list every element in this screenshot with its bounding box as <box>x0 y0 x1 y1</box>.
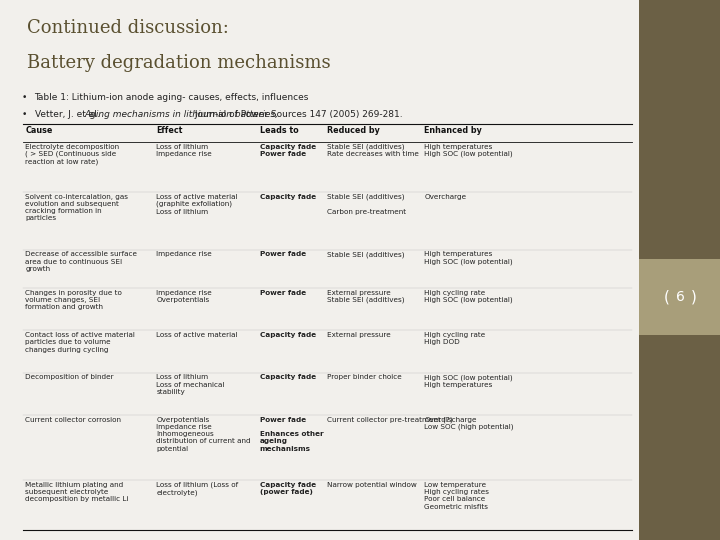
Text: Capacity fade
(power fade): Capacity fade (power fade) <box>260 482 316 495</box>
Text: Table 1: Lithium-ion anode aging- causes, effects, influences: Table 1: Lithium-ion anode aging- causes… <box>35 93 309 102</box>
Text: Capacity fade: Capacity fade <box>260 194 316 200</box>
Text: Cause: Cause <box>25 126 53 136</box>
Text: High cycling rate
High SOC (low potential): High cycling rate High SOC (low potentia… <box>424 290 513 303</box>
Text: Overcharge: Overcharge <box>424 194 467 200</box>
Bar <box>639 259 720 335</box>
Text: Changes in porosity due to
volume changes, SEI
formation and growth: Changes in porosity due to volume change… <box>25 290 122 310</box>
Text: Stable SEI (additives)

Carbon pre-treatment: Stable SEI (additives) Carbon pre-treatm… <box>327 194 406 214</box>
Text: Power fade

Enhances other
ageing
mechanisms: Power fade Enhances other ageing mechani… <box>260 416 323 451</box>
Text: External pressure: External pressure <box>327 332 390 338</box>
Text: Power fade: Power fade <box>260 290 306 296</box>
Text: Metallic lithium plating and
subsequent electrolyte
decomposition by metallic Li: Metallic lithium plating and subsequent … <box>25 482 129 502</box>
Text: Low temperature
High cycling rates
Poor cell balance
Geometric misfits: Low temperature High cycling rates Poor … <box>424 482 489 510</box>
Text: External pressure
Stable SEI (additives): External pressure Stable SEI (additives) <box>327 290 404 303</box>
Text: Proper binder choice: Proper binder choice <box>327 374 402 380</box>
Text: Contact loss of active material
particles due to volume
changes during cycling: Contact loss of active material particle… <box>25 332 135 353</box>
Text: Decomposition of binder: Decomposition of binder <box>25 374 114 380</box>
Text: Vetter, J. et al.: Vetter, J. et al. <box>35 110 102 119</box>
Text: Narrow potential window: Narrow potential window <box>327 482 416 488</box>
Text: Continued discussion:: Continued discussion: <box>27 19 229 37</box>
Text: Impedance rise
Overpotentials: Impedance rise Overpotentials <box>156 290 212 303</box>
Text: Electrolyte decomposition
( > SED (Continuous side
reaction at low rate): Electrolyte decomposition ( > SED (Conti… <box>25 144 120 165</box>
Text: Current collector pre-treatment (?): Current collector pre-treatment (?) <box>327 416 452 423</box>
Text: Impedance rise: Impedance rise <box>156 251 212 257</box>
Text: Reduced by: Reduced by <box>327 126 379 136</box>
Text: Decrease of accessible surface
area due to continuous SEI
growth: Decrease of accessible surface area due … <box>25 251 138 272</box>
Text: Stable SEI (additives)
Rate decreases with time: Stable SEI (additives) Rate decreases wi… <box>327 144 418 157</box>
Text: Enhanced by: Enhanced by <box>424 126 482 136</box>
Text: High temperatures
High SOC (low potential): High temperatures High SOC (low potentia… <box>424 251 513 265</box>
Text: Aging mechanisms in lithium-ion batteries,: Aging mechanisms in lithium-ion batterie… <box>84 110 279 119</box>
Text: Current collector corrosion: Current collector corrosion <box>25 416 121 423</box>
Text: Loss of active material
(graphite exfoliation)
Loss of lithium: Loss of active material (graphite exfoli… <box>156 194 238 214</box>
Text: Leads to: Leads to <box>260 126 298 136</box>
Text: High SOC (low potential)
High temperatures: High SOC (low potential) High temperatur… <box>424 374 513 388</box>
Text: High cycling rate
High DOD: High cycling rate High DOD <box>424 332 485 345</box>
Text: Overdischarge
Low SOC (high potential): Overdischarge Low SOC (high potential) <box>424 416 513 430</box>
Text: Solvent co-intercalation, gas
evolution and subsequent
cracking formation in
par: Solvent co-intercalation, gas evolution … <box>25 194 128 221</box>
Text: •: • <box>22 93 27 102</box>
Text: (: ( <box>664 289 670 305</box>
Text: Battery degradation mechanisms: Battery degradation mechanisms <box>27 54 331 72</box>
Text: Stable SEI (additives): Stable SEI (additives) <box>327 251 404 258</box>
Bar <box>639 0 720 540</box>
Text: Capacity fade: Capacity fade <box>260 374 316 380</box>
Text: Journal of Power Sources 147 (2005) 269-281.: Journal of Power Sources 147 (2005) 269-… <box>192 110 402 119</box>
Text: Loss of lithium (Loss of
electrolyte): Loss of lithium (Loss of electrolyte) <box>156 482 238 496</box>
Text: Capacity fade: Capacity fade <box>260 332 316 338</box>
Text: Loss of active material: Loss of active material <box>156 332 238 338</box>
Text: •: • <box>22 110 27 119</box>
Text: 6: 6 <box>676 290 685 304</box>
Text: Loss of lithium
Impedance rise: Loss of lithium Impedance rise <box>156 144 212 157</box>
Text: ): ) <box>690 289 696 305</box>
Text: Capacity fade
Power fade: Capacity fade Power fade <box>260 144 316 157</box>
Text: Loss of lithium
Loss of mechanical
stability: Loss of lithium Loss of mechanical stabi… <box>156 374 225 395</box>
Text: Effect: Effect <box>156 126 183 136</box>
Text: Power fade: Power fade <box>260 251 306 257</box>
Text: Overpotentials
Impedance rise
Inhomogeneous
distribution of current and
potentia: Overpotentials Impedance rise Inhomogene… <box>156 416 251 451</box>
Text: High temperatures
High SOC (low potential): High temperatures High SOC (low potentia… <box>424 144 513 157</box>
